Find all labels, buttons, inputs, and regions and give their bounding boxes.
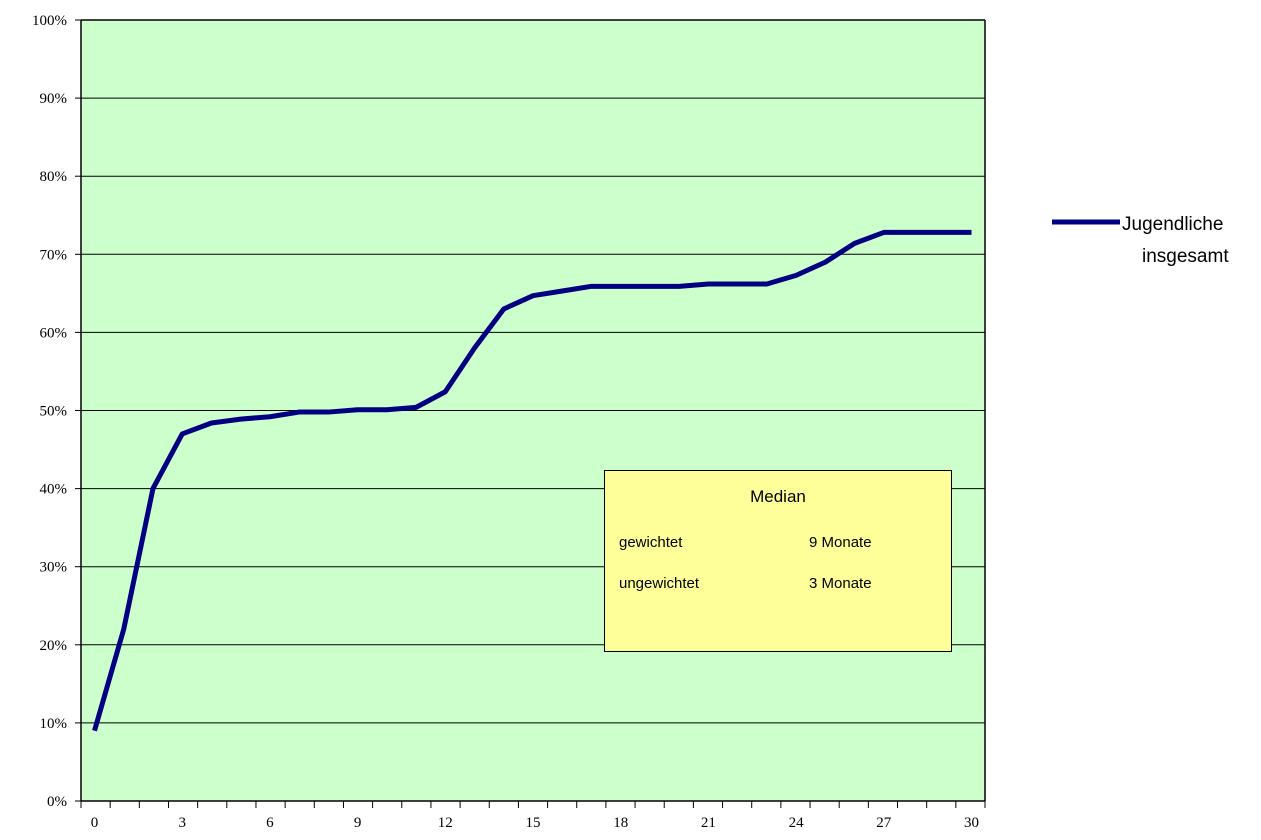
median-weighted-label: gewichtet xyxy=(619,534,683,551)
x-tick-label: 3 xyxy=(178,815,186,831)
y-tick-label: 90% xyxy=(40,91,68,107)
y-tick-label: 80% xyxy=(40,169,68,185)
y-axis-ticks: 0% 10% 20% 30% 40% 50% 60% 70% 80% 90% 100% xyxy=(32,13,81,810)
x-tick-label: 0 xyxy=(91,815,99,831)
series-line xyxy=(92,229,972,732)
x-tick-label: 6 xyxy=(266,815,274,831)
legend-label-line1: Jugendliche xyxy=(1122,214,1223,235)
x-tick-label: 15 xyxy=(526,815,541,831)
median-annotation-box: Median gewichtet 9 Monate ungewichtet 3 … xyxy=(604,470,952,652)
median-title: Median xyxy=(750,487,806,506)
y-tick-label: 10% xyxy=(40,716,68,732)
y-tick-label: 100% xyxy=(32,13,67,29)
legend-label-line2: insgesamt xyxy=(1142,246,1229,267)
x-tick-label: 18 xyxy=(613,815,628,831)
y-tick-label: 60% xyxy=(40,325,68,341)
median-unweighted-value: 3 Monate xyxy=(809,575,872,592)
legend: Jugendliche insgesamt xyxy=(1052,214,1229,267)
x-tick-label: 30 xyxy=(964,815,979,831)
y-tick-label: 20% xyxy=(40,638,68,654)
y-tick-label: 40% xyxy=(40,482,68,498)
y-tick-label: 50% xyxy=(40,404,68,420)
median-unweighted-label: ungewichtet xyxy=(619,575,700,592)
y-tick-label: 0% xyxy=(47,794,67,810)
y-tick-label: 70% xyxy=(40,247,68,263)
x-tick-label: 9 xyxy=(354,815,362,831)
y-tick-label: 30% xyxy=(40,560,68,576)
x-tick-label: 21 xyxy=(701,815,716,831)
x-axis-ticks: 0 3 6 9 12 15 18 21 24 27 30 xyxy=(80,801,986,831)
x-tick-label: 12 xyxy=(438,815,453,831)
x-tick-label: 27 xyxy=(876,815,892,831)
series-group xyxy=(92,229,972,732)
x-tick-label: 24 xyxy=(789,815,805,831)
median-weighted-value: 9 Monate xyxy=(809,534,872,551)
